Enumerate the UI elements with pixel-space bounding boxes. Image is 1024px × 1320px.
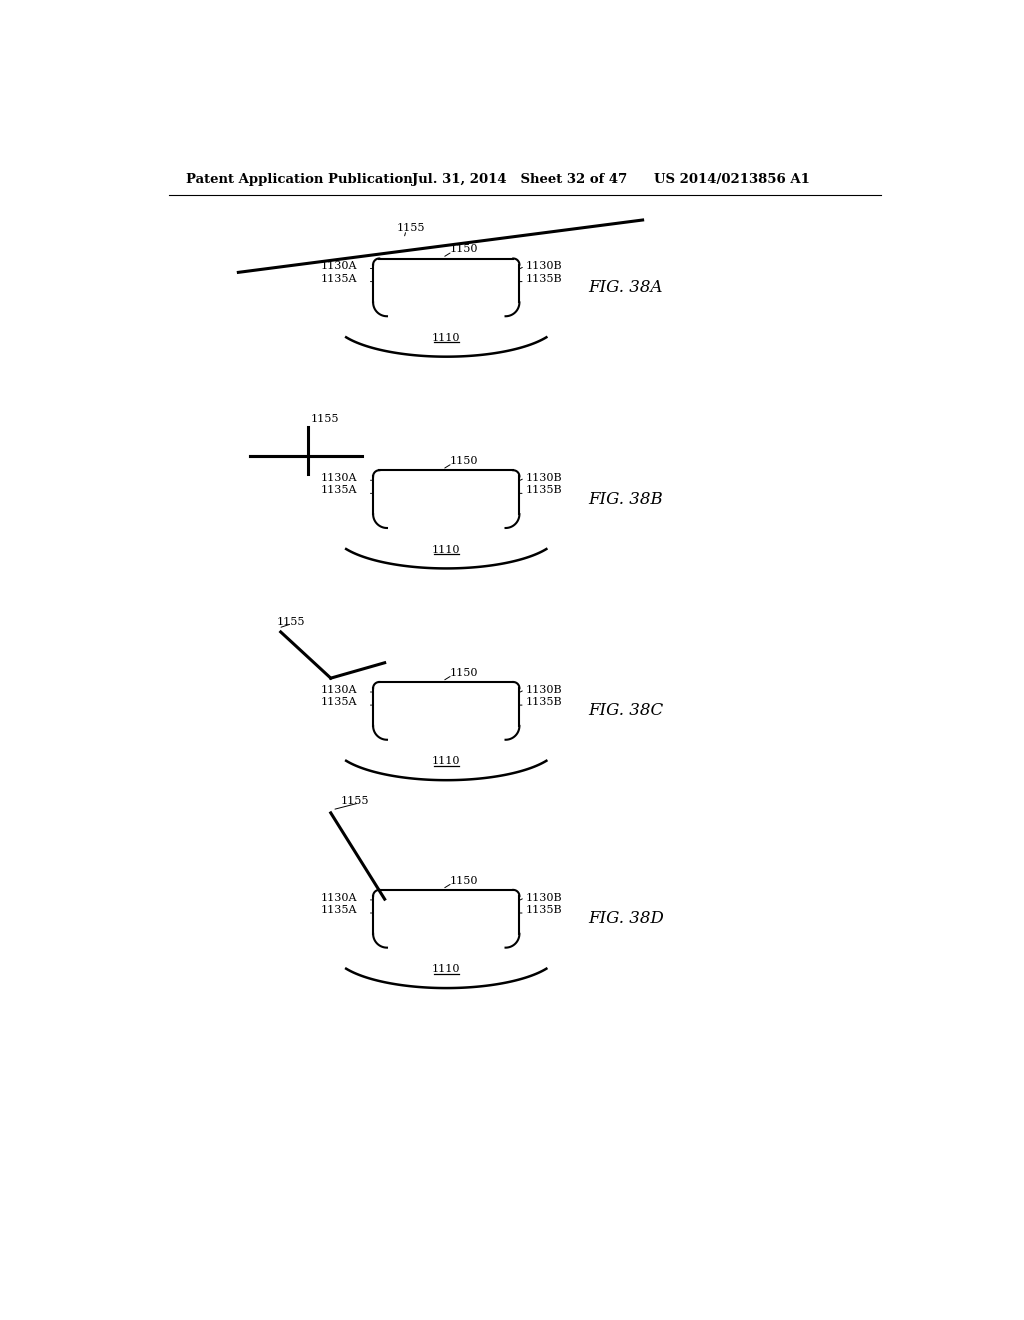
- Text: 1135A: 1135A: [321, 697, 357, 708]
- Text: 1130A: 1130A: [321, 473, 357, 483]
- Text: 1155: 1155: [341, 796, 370, 807]
- Text: Patent Application Publication: Patent Application Publication: [186, 173, 413, 186]
- Text: 1135B: 1135B: [525, 273, 562, 284]
- Text: 1130A: 1130A: [321, 261, 357, 271]
- Text: 1155: 1155: [276, 616, 305, 627]
- Text: 1155: 1155: [396, 223, 425, 232]
- Text: 1135B: 1135B: [525, 906, 562, 915]
- Text: 1130B: 1130B: [525, 685, 562, 694]
- Text: 1135B: 1135B: [525, 486, 562, 495]
- Text: 1135A: 1135A: [321, 273, 357, 284]
- Text: 1150: 1150: [451, 244, 478, 255]
- Text: Jul. 31, 2014   Sheet 32 of 47: Jul. 31, 2014 Sheet 32 of 47: [412, 173, 627, 186]
- Text: 1130A: 1130A: [321, 892, 357, 903]
- Text: 1110: 1110: [432, 756, 461, 767]
- Text: FIG. 38D: FIG. 38D: [589, 911, 665, 927]
- Text: 1135B: 1135B: [525, 697, 562, 708]
- Text: 1110: 1110: [432, 545, 461, 554]
- Text: 1110: 1110: [432, 964, 461, 974]
- Text: 1150: 1150: [451, 875, 478, 886]
- Text: 1130B: 1130B: [525, 473, 562, 483]
- Text: US 2014/0213856 A1: US 2014/0213856 A1: [654, 173, 810, 186]
- Text: 1135A: 1135A: [321, 486, 357, 495]
- Text: FIG. 38C: FIG. 38C: [589, 702, 664, 719]
- Text: FIG. 38A: FIG. 38A: [589, 279, 664, 296]
- Text: FIG. 38B: FIG. 38B: [589, 491, 664, 508]
- Text: 1150: 1150: [451, 455, 478, 466]
- Text: 1130B: 1130B: [525, 261, 562, 271]
- Text: 1155: 1155: [310, 414, 339, 424]
- Text: 1135A: 1135A: [321, 906, 357, 915]
- Text: 1130B: 1130B: [525, 892, 562, 903]
- Text: 1110: 1110: [432, 333, 461, 343]
- Text: 1130A: 1130A: [321, 685, 357, 694]
- Text: 1150: 1150: [451, 668, 478, 677]
